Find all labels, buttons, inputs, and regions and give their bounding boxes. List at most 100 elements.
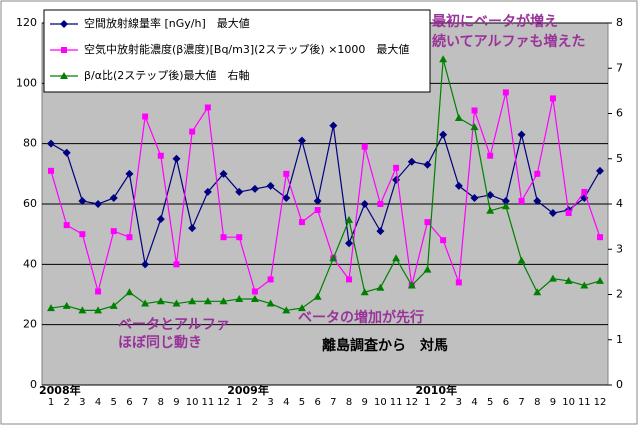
marker [439, 130, 448, 139]
annotation: 離島調査から 対馬 [322, 337, 448, 354]
marker [60, 20, 68, 28]
marker [156, 215, 165, 224]
marker [250, 295, 259, 303]
x-tick-label: 12 [405, 397, 418, 408]
marker [47, 304, 55, 312]
y2-tick-label: 6 [616, 107, 623, 120]
marker [62, 301, 71, 309]
marker [109, 193, 118, 202]
x-tick-label: 1 [424, 397, 430, 408]
marker [219, 297, 228, 305]
marker [172, 154, 181, 163]
marker [407, 281, 416, 289]
y-tick-label: 20 [23, 318, 37, 331]
x-tick-label: 11 [390, 397, 403, 408]
marker [407, 157, 416, 166]
y-tick-label: 100 [16, 76, 37, 89]
marker [534, 170, 541, 177]
y2-tick-label: 2 [616, 288, 623, 301]
x-tick-label: 11 [578, 397, 591, 408]
marker [470, 193, 479, 202]
marker [267, 276, 274, 283]
x-tick-label: 9 [173, 397, 179, 408]
marker [440, 237, 447, 244]
marker [94, 200, 103, 208]
marker [565, 210, 572, 217]
x-tick-label: 12 [217, 397, 230, 408]
y-tick-label: 80 [23, 137, 37, 150]
legend-label: β/α比(2ステップ後)最大値 右軸 [84, 68, 250, 82]
marker [109, 301, 118, 309]
marker [487, 152, 494, 159]
marker [564, 276, 573, 284]
x-tick-label: 7 [330, 397, 336, 408]
marker [48, 167, 54, 174]
marker [470, 123, 479, 131]
marker [548, 274, 557, 282]
x-tick-label: 8 [346, 397, 352, 408]
marker [313, 196, 322, 205]
marker [581, 188, 588, 195]
x-tick-label: 6 [314, 397, 320, 408]
marker [219, 169, 228, 178]
x-tick-label: 6 [503, 397, 509, 408]
marker [517, 130, 526, 139]
marker [580, 281, 589, 289]
marker [282, 306, 291, 314]
y2-tick-label: 1 [616, 333, 623, 346]
marker [471, 107, 478, 114]
marker [95, 288, 102, 295]
x-tick-label: 9 [362, 397, 368, 408]
marker [439, 55, 448, 63]
y2-tick-label: 5 [616, 152, 623, 165]
x-tick-label: 9 [550, 397, 556, 408]
marker [62, 148, 71, 157]
marker [94, 306, 103, 314]
marker [533, 288, 542, 296]
x-tick-label: 12 [594, 397, 607, 408]
marker [517, 256, 526, 264]
marker [313, 292, 322, 300]
marker [596, 166, 604, 175]
marker [220, 234, 227, 241]
marker [533, 196, 542, 205]
marker [125, 169, 134, 178]
x-tick-label: 5 [487, 397, 493, 408]
x-tick-label: 10 [562, 397, 575, 408]
x-tick-label: 10 [186, 397, 199, 408]
y-tick-label: 0 [30, 378, 37, 391]
marker [110, 228, 117, 235]
marker [173, 261, 180, 268]
marker [126, 234, 133, 241]
marker [501, 196, 510, 205]
marker [549, 95, 556, 102]
marker [188, 224, 197, 233]
year-label: 2010年 [415, 383, 457, 397]
series-line [50, 92, 601, 294]
x-tick-label: 3 [79, 397, 85, 408]
marker [297, 304, 306, 312]
marker [360, 200, 369, 208]
marker [423, 265, 432, 273]
legend-label: 空間放射線量率 [nGy/h] 最大値 [84, 16, 250, 30]
marker [376, 227, 385, 236]
marker [501, 202, 510, 210]
marker [596, 276, 604, 284]
year-label: 2009年 [227, 383, 269, 397]
marker [346, 276, 353, 283]
marker [298, 219, 305, 226]
x-tick-label: 7 [518, 397, 524, 408]
marker [597, 234, 603, 241]
legend-label: 空気中放射能濃度(β濃度)[Bq/m3](2ステップ後) ×1000 最大値 [84, 42, 409, 56]
marker [172, 299, 181, 307]
y-tick-label: 40 [23, 257, 37, 270]
marker [203, 297, 212, 305]
y-tick-label: 120 [16, 16, 37, 29]
marker [141, 260, 150, 269]
marker [424, 219, 431, 226]
x-tick-label: 4 [283, 397, 289, 408]
marker [392, 254, 401, 262]
y2-tick-label: 4 [616, 197, 623, 210]
x-tick-label: 4 [95, 397, 101, 408]
